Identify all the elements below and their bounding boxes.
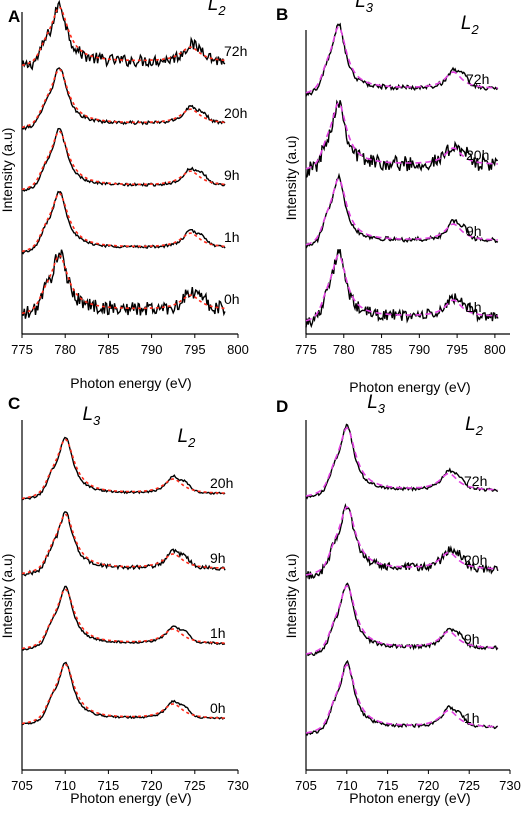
x-tick-label: 800 bbox=[484, 342, 506, 357]
x-tick-label: 715 bbox=[377, 778, 399, 793]
trace-label: 1h bbox=[224, 229, 240, 245]
trace-fit-72h bbox=[21, 6, 226, 67]
edge-label-l3: L3 bbox=[82, 404, 101, 428]
trace-fit-72h bbox=[305, 427, 498, 497]
x-tick-label: 785 bbox=[98, 342, 120, 357]
panel-d: D 705 710 715 720 725 730 Photon energy (eV) Int… bbox=[276, 392, 521, 806]
trace-experiment-20h bbox=[305, 503, 499, 580]
trace-experiment-72h bbox=[305, 22, 499, 97]
trace-experiment-1h bbox=[305, 659, 499, 737]
edge-label-l3: L3 bbox=[367, 392, 386, 416]
y-axis-title: Intensity (a.u) bbox=[0, 128, 15, 213]
panel-c: C 705 710 715 720 725 730 Photon energy (eV) Int… bbox=[0, 394, 249, 806]
trace-label: 9h bbox=[224, 167, 240, 183]
x-tick-label: 720 bbox=[418, 778, 440, 793]
trace-label: 9h bbox=[210, 550, 226, 566]
x-tick-label: 705 bbox=[11, 778, 33, 793]
x-axis-title: Photon energy (eV) bbox=[70, 790, 191, 806]
x-tick-label: 780 bbox=[54, 342, 76, 357]
trace-fit-72h bbox=[305, 26, 498, 94]
edge-label-l2: L2 bbox=[178, 426, 197, 450]
panel-letter: A bbox=[8, 7, 20, 26]
trace-label: 9h bbox=[464, 631, 480, 647]
trace-label: 72h bbox=[466, 71, 489, 87]
trace-experiment-72h bbox=[21, 0, 226, 71]
trace-fit-1h bbox=[21, 192, 226, 253]
trace-label: 9h bbox=[466, 223, 482, 239]
trace-experiment-0h bbox=[21, 249, 226, 319]
trace-fit-9h bbox=[21, 130, 226, 191]
x-tick-label: 795 bbox=[184, 342, 206, 357]
trace-label: 0h bbox=[224, 291, 240, 307]
trace-label: 1h bbox=[210, 625, 226, 641]
trace-fit-1h bbox=[305, 664, 498, 734]
trace-fit-20h bbox=[21, 438, 225, 500]
trace-fit-1h bbox=[21, 588, 225, 650]
trace-experiment-1h bbox=[21, 585, 226, 651]
trace-fit-9h bbox=[305, 585, 498, 655]
x-tick-label: 725 bbox=[184, 778, 206, 793]
x-tick-label: 730 bbox=[499, 778, 521, 793]
trace-experiment-1h bbox=[305, 248, 499, 329]
trace-label: 1h bbox=[464, 710, 480, 726]
trace-label: 20h bbox=[466, 147, 489, 163]
trace-fit-0h bbox=[21, 254, 226, 315]
x-tick-label: 790 bbox=[141, 342, 163, 357]
x-tick-label: 775 bbox=[295, 342, 317, 357]
x-tick-label: 710 bbox=[336, 778, 358, 793]
x-axis-title: Photon energy (eV) bbox=[349, 790, 470, 806]
panel-letter: D bbox=[276, 397, 288, 416]
trace-fit-20h bbox=[305, 506, 498, 576]
trace-experiment-20h bbox=[305, 99, 499, 178]
panel-letter: B bbox=[276, 5, 288, 24]
x-tick-label: 720 bbox=[141, 778, 163, 793]
trace-fit-9h bbox=[305, 178, 498, 246]
x-tick-label: 780 bbox=[333, 342, 355, 357]
trace-fit-1h bbox=[305, 254, 498, 322]
trace-label: 1h bbox=[466, 299, 482, 315]
trace-label: 20h bbox=[210, 475, 233, 491]
trace-experiment-0h bbox=[21, 661, 226, 726]
trace-label: 20h bbox=[224, 105, 247, 121]
x-tick-label: 705 bbox=[295, 778, 317, 793]
y-axis-title: Intensity (a.u) bbox=[0, 554, 15, 639]
x-tick-label: 795 bbox=[446, 342, 468, 357]
x-axis-title: Photon energy (eV) bbox=[349, 379, 470, 395]
panel-a: A 775 780 785 790 795 800 Photon energy (eV) Int… bbox=[0, 0, 249, 391]
trace-experiment-20h bbox=[21, 436, 226, 501]
y-axis-title: Intensity (a.u) bbox=[283, 136, 299, 221]
edge-label-l2: L2 bbox=[465, 414, 484, 438]
x-tick-label: 725 bbox=[458, 778, 480, 793]
trace-experiment-72h bbox=[305, 423, 499, 500]
trace-fit-0h bbox=[21, 663, 225, 725]
x-tick-label: 785 bbox=[371, 342, 393, 357]
x-tick-label: 790 bbox=[408, 342, 430, 357]
x-tick-label: 710 bbox=[54, 778, 76, 793]
edge-label-l2: L2 bbox=[461, 13, 480, 37]
trace-label: 0h bbox=[210, 700, 226, 716]
trace-experiment-1h bbox=[21, 190, 226, 255]
trace-experiment-20h bbox=[21, 67, 226, 131]
trace-label: 72h bbox=[464, 473, 487, 489]
trace-fit-20h bbox=[21, 68, 226, 129]
x-tick-label: 800 bbox=[227, 342, 249, 357]
trace-label: 72h bbox=[224, 43, 247, 59]
trace-experiment-9h bbox=[21, 127, 226, 192]
trace-experiment-9h bbox=[21, 511, 226, 577]
x-tick-label: 730 bbox=[227, 778, 249, 793]
trace-fit-9h bbox=[21, 513, 225, 575]
trace-label: 20h bbox=[464, 552, 487, 568]
panel-b: B 775 780 785 790 795 800 Photon energy (eV) Int… bbox=[276, 0, 510, 395]
edge-label-l3: L3 bbox=[355, 0, 374, 15]
edge-label-l2: L2 bbox=[208, 0, 227, 18]
x-tick-label: 715 bbox=[98, 778, 120, 793]
trace-fit-20h bbox=[305, 102, 498, 170]
panel-letter: C bbox=[8, 394, 20, 413]
x-axis-title: Photon energy (eV) bbox=[70, 375, 191, 391]
x-tick-label: 775 bbox=[11, 342, 33, 357]
y-axis-title: Intensity (a.u) bbox=[283, 554, 299, 639]
